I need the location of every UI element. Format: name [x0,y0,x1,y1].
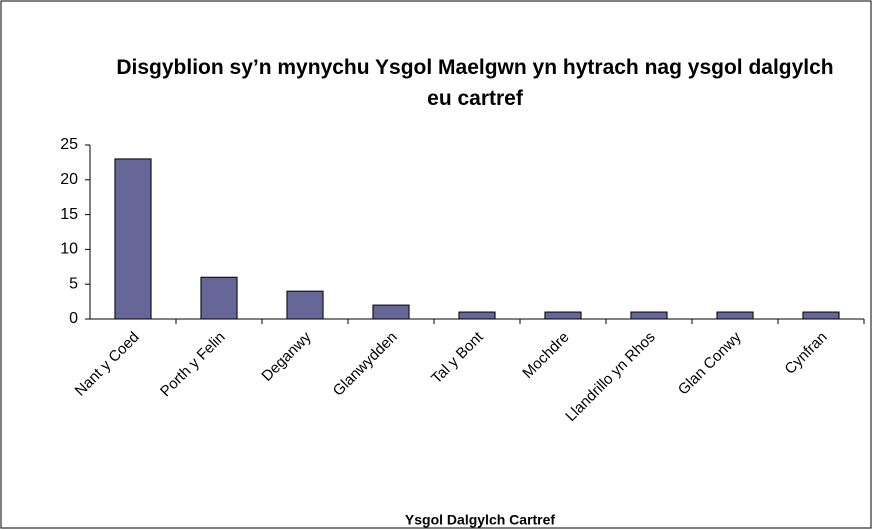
y-tick-label: 25 [60,136,78,153]
y-tick-label: 15 [60,206,78,223]
y-tick-label: 10 [60,241,78,258]
bar [630,311,668,320]
y-tick-label: 5 [69,275,78,292]
bar [286,290,324,320]
chart-title: Disgyblion sy’n mynychu Ysgol Maelgwn yn… [116,56,834,110]
bar [372,304,410,320]
bar [458,311,496,320]
bar [544,311,582,320]
y-tick-label: 20 [60,171,78,188]
bar [716,311,754,320]
bar [802,311,840,320]
x-axis-title: Ysgol Dalgylch Cartref [405,512,555,528]
bar [200,276,238,320]
y-tick-label: 0 [69,310,78,327]
bar [114,158,152,320]
